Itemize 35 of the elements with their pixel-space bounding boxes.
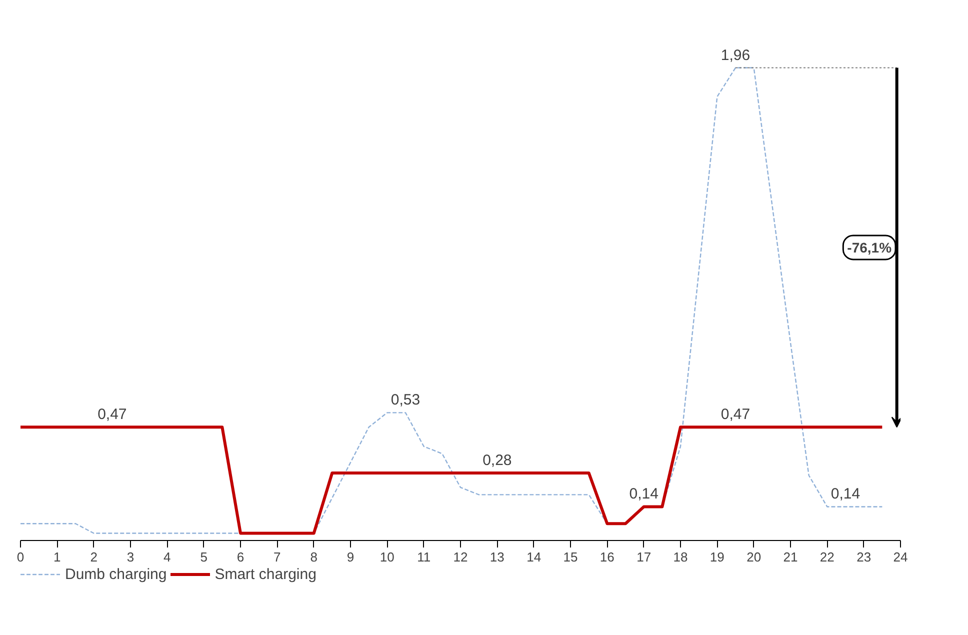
x-tick-label: 9 bbox=[346, 550, 354, 564]
x-tick-label: 24 bbox=[893, 550, 908, 564]
x-tick-label: 0 bbox=[16, 550, 24, 564]
x-tick-label: 10 bbox=[380, 550, 394, 564]
x-tick-label: 19 bbox=[710, 550, 724, 564]
data-label: 0,47 bbox=[98, 406, 127, 424]
data-label: 0,14 bbox=[629, 486, 658, 503]
x-tick-label: 2 bbox=[90, 550, 98, 564]
x-tick-label: 13 bbox=[490, 550, 504, 564]
annotation: -76,1% bbox=[847, 239, 892, 256]
legend-label: Dumb charging bbox=[65, 566, 167, 582]
x-tick-label: 21 bbox=[783, 550, 798, 564]
x-tick-label: 3 bbox=[126, 550, 134, 564]
data-label: 0,53 bbox=[390, 392, 420, 409]
x-tick-label: 17 bbox=[636, 550, 652, 564]
x-tick-label: 14 bbox=[526, 550, 542, 564]
x-tick-label: 23 bbox=[856, 550, 872, 564]
x-tick-label: 4 bbox=[164, 550, 171, 564]
x-tick-label: 22 bbox=[820, 550, 834, 564]
legend-label: Smart charging bbox=[214, 566, 316, 582]
x-tick-label: 8 bbox=[310, 550, 318, 564]
x-tick-label: 15 bbox=[563, 550, 578, 564]
data-label: 0,28 bbox=[482, 452, 512, 469]
data-label: 0,14 bbox=[830, 486, 860, 503]
x-tick-label: 16 bbox=[600, 550, 614, 564]
x-tick-label: 7 bbox=[274, 550, 281, 564]
x-tick-label: 20 bbox=[746, 550, 762, 564]
data-label: 0,47 bbox=[720, 406, 750, 424]
data-label: 1,96 bbox=[720, 46, 750, 64]
x-tick-label: 18 bbox=[673, 550, 688, 564]
x-tick-label: 1 bbox=[54, 550, 61, 564]
x-tick-label: 6 bbox=[236, 550, 244, 564]
x-tick-label: 5 bbox=[200, 550, 208, 564]
x-tick-label: 11 bbox=[417, 550, 431, 564]
x-tick-label: 12 bbox=[453, 550, 468, 564]
